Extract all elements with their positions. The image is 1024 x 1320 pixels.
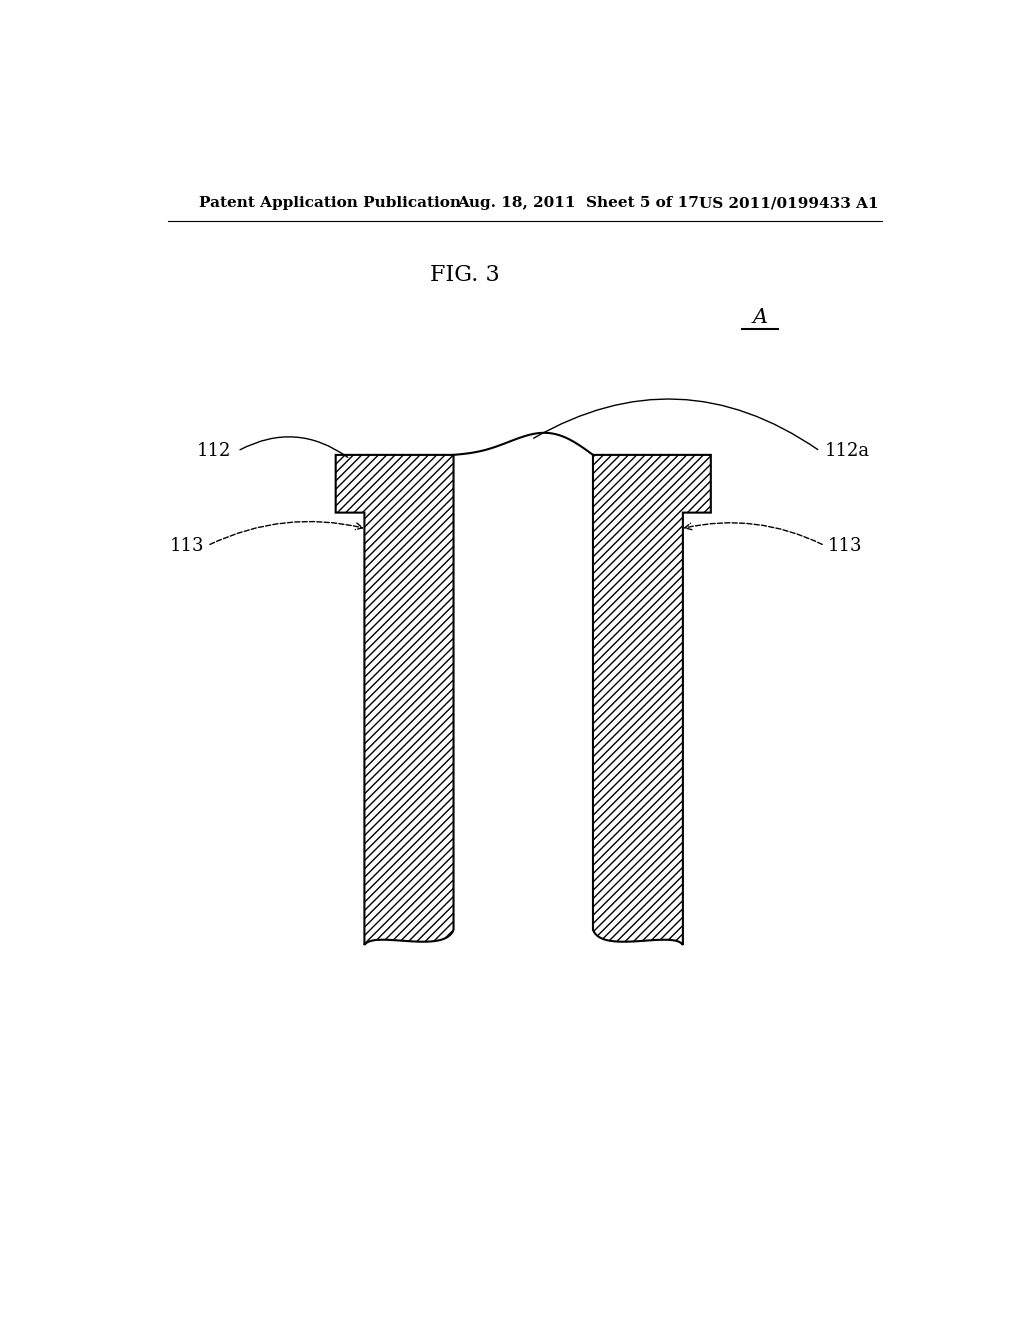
Polygon shape (336, 455, 454, 945)
Text: 112a: 112a (824, 442, 870, 461)
Text: Patent Application Publication: Patent Application Publication (200, 197, 462, 210)
Text: US 2011/0199433 A1: US 2011/0199433 A1 (699, 197, 879, 210)
Text: FIG. 3: FIG. 3 (430, 264, 500, 286)
Text: Aug. 18, 2011  Sheet 5 of 17: Aug. 18, 2011 Sheet 5 of 17 (458, 197, 699, 210)
Text: 112: 112 (197, 442, 231, 461)
Polygon shape (593, 455, 711, 945)
Text: 113: 113 (170, 537, 204, 554)
Text: A: A (753, 309, 768, 327)
Text: 113: 113 (828, 537, 862, 554)
